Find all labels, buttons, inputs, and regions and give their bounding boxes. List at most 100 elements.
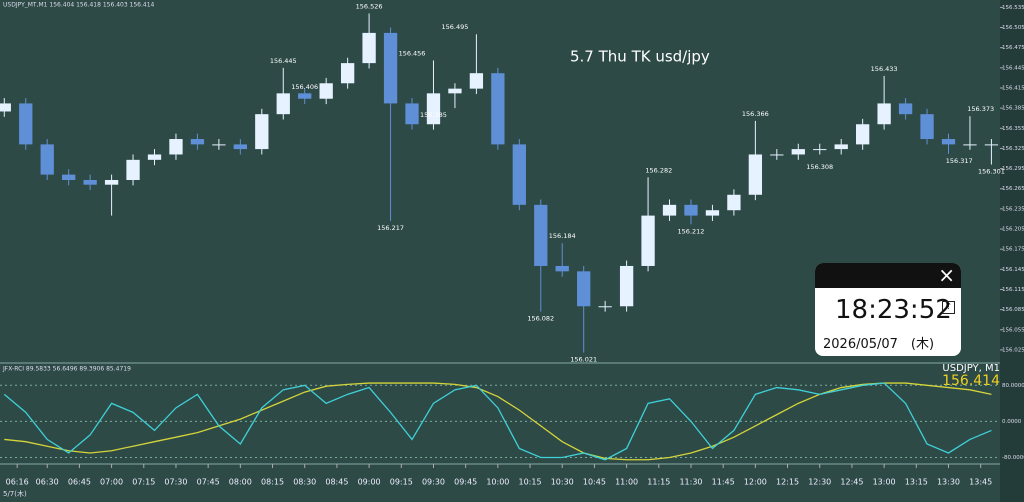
price-annotation: 156.301 xyxy=(978,168,1005,176)
y-tick-label: 156.415 xyxy=(1002,85,1024,91)
candle-body xyxy=(813,149,827,151)
y-tick-label: 156.535 xyxy=(1002,5,1024,11)
x-tick-label: 11:00 xyxy=(615,478,638,487)
candle-body xyxy=(169,139,183,155)
x-tick-label: 09:00 xyxy=(358,478,381,487)
candle-body xyxy=(920,114,934,140)
candle-body xyxy=(405,103,419,125)
y-tick-label: -80.0000 xyxy=(1002,455,1024,461)
candle-body xyxy=(555,265,569,272)
y-tick-label: 156.055 xyxy=(1002,327,1024,333)
x-tick-label: 07:45 xyxy=(197,478,220,487)
y-tick-label: 156.145 xyxy=(1002,267,1024,273)
x-tick-label: 07:00 xyxy=(100,478,123,487)
candle-body xyxy=(898,103,913,115)
x-tick-label: 13:30 xyxy=(937,478,960,487)
date-label: 5/7(木) xyxy=(3,489,27,498)
candle-body xyxy=(598,306,612,308)
candle-body xyxy=(770,154,784,156)
x-tick-label: 12:30 xyxy=(808,478,831,487)
candle-body xyxy=(727,194,741,211)
price-annotation: 156.282 xyxy=(645,166,672,174)
candle-body xyxy=(512,144,526,205)
candle-body xyxy=(319,83,333,99)
price-annotation: 156.526 xyxy=(356,2,383,10)
candle-body xyxy=(40,144,54,175)
y-tick-label: 156.355 xyxy=(1002,126,1024,132)
y-tick-label: 156.385 xyxy=(1002,106,1024,112)
price-annotation: 156.021 xyxy=(570,356,597,364)
y-tick-label: 0.0000 xyxy=(1002,419,1022,425)
price-annotation: 156.082 xyxy=(527,315,554,323)
price-annotation: 156.406 xyxy=(291,83,318,91)
price-annotation: 156.184 xyxy=(549,232,576,240)
price-annotation: 156.212 xyxy=(678,227,705,235)
candle-body xyxy=(255,114,269,150)
x-tick-label: 07:30 xyxy=(164,478,187,487)
candle-body xyxy=(340,63,355,84)
candle-body xyxy=(83,179,97,185)
candle-body xyxy=(534,204,548,266)
price-annotation: 156.366 xyxy=(742,110,769,118)
candle-body xyxy=(619,265,634,307)
x-tick-label: 06:45 xyxy=(68,478,91,487)
y-tick-label: 156.295 xyxy=(1002,166,1024,172)
candle-body xyxy=(0,103,11,112)
x-tick-label: 11:15 xyxy=(647,478,670,487)
candle-body xyxy=(212,144,226,146)
price-annotation: 156.495 xyxy=(441,23,468,31)
x-tick-label: 08:45 xyxy=(325,478,348,487)
x-tick-label: 10:45 xyxy=(583,478,606,487)
chart-title: 5.7 Thu TK usd/jpy xyxy=(570,48,710,66)
x-tick-label: 11:30 xyxy=(679,478,702,487)
x-tick-label: 06:30 xyxy=(36,478,59,487)
candle-body xyxy=(834,144,848,150)
y-tick-label: 156.205 xyxy=(1002,227,1024,233)
x-tick-label: 09:30 xyxy=(422,478,445,487)
candle-body xyxy=(62,174,76,180)
candle-body xyxy=(426,93,441,125)
x-tick-label: 08:15 xyxy=(261,478,284,487)
x-tick-label: 10:30 xyxy=(551,478,574,487)
clock-titlebar: × xyxy=(815,263,961,288)
candle-body xyxy=(383,32,398,104)
candle-body xyxy=(276,93,290,115)
candle-body xyxy=(104,179,119,185)
candle-body xyxy=(577,271,591,307)
candle-body xyxy=(963,144,977,146)
close-button[interactable]: × xyxy=(938,263,955,287)
y-tick-label: 156.235 xyxy=(1002,206,1024,212)
x-tick-label: 08:30 xyxy=(293,478,316,487)
y-tick-label: 156.325 xyxy=(1002,146,1024,152)
x-tick-label: 07:15 xyxy=(132,478,155,487)
clock-time: 18:23:52 xyxy=(835,295,952,325)
x-tick-label: 13:15 xyxy=(905,478,928,487)
x-tick-label: 12:45 xyxy=(840,478,863,487)
price-annotation: 156.385 xyxy=(420,111,447,119)
candle-body xyxy=(190,139,205,145)
x-tick-label: 10:15 xyxy=(519,478,542,487)
candle-body xyxy=(684,204,698,216)
y-tick-label: 80.0000 xyxy=(1002,383,1024,389)
x-tick-label: 12:15 xyxy=(776,478,799,487)
candle-body xyxy=(984,144,999,146)
y-tick-label: 156.265 xyxy=(1002,186,1024,192)
y-tick-label: 156.475 xyxy=(1002,45,1024,51)
price-annotation: 156.308 xyxy=(806,163,833,171)
price-annotation: 156.433 xyxy=(871,65,898,73)
symbol-label: USDJPY, M1 xyxy=(942,363,1000,374)
x-tick-label: 09:15 xyxy=(390,478,413,487)
clock-date: 2026/05/07 (木) xyxy=(823,337,935,352)
clock-widget: × 18:23:52 ⇡ 2026/05/07 (木) xyxy=(815,263,961,356)
x-tick-label: 13:00 xyxy=(873,478,896,487)
candle-body xyxy=(298,93,312,99)
candle-body xyxy=(641,215,655,266)
indicator-title: JFX-RCI 89.5833 56.6496 89.3906 85.4719 xyxy=(2,366,131,373)
price-annotation: 156.456 xyxy=(399,49,426,57)
candle-body xyxy=(362,32,376,64)
y-tick-label: 156.175 xyxy=(1002,247,1024,253)
y-tick-label: 156.085 xyxy=(1002,307,1024,313)
candle-body xyxy=(877,103,891,125)
pin-button[interactable]: ⇡ xyxy=(942,301,955,314)
